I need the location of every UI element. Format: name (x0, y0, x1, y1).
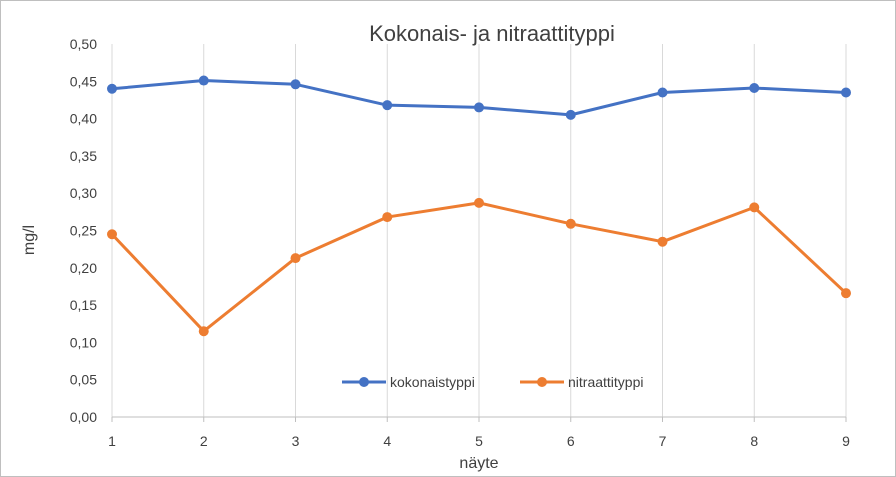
data-point-nitraattityppi (474, 197, 484, 208)
legend: kokonaistyppi nitraattityppi (342, 374, 643, 390)
data-point-kokonaistyppi (749, 83, 760, 94)
data-point-kokonaistyppi (474, 102, 484, 113)
x-tick-label: 1 (108, 433, 116, 449)
legend-label-kokonaistyppi: kokonaistyppi (390, 374, 475, 390)
data-point-nitraattityppi (749, 202, 760, 213)
x-tick-label: 8 (750, 433, 758, 449)
y-tick-label: 0,40 (70, 111, 97, 127)
chart-title: Kokonais- ja nitraattityppi (369, 21, 615, 46)
data-point-kokonaistyppi (290, 79, 301, 90)
x-tick-label: 6 (567, 433, 575, 449)
y-tick-label: 0,50 (70, 36, 97, 52)
data-point-nitraattityppi (841, 288, 851, 299)
data-point-kokonaistyppi (841, 87, 851, 98)
data-point-kokonaistyppi (657, 87, 668, 98)
data-point-nitraattityppi (290, 253, 301, 264)
y-tick-label: 0,15 (70, 297, 97, 313)
legend-swatch-marker (359, 377, 369, 387)
y-tick-label: 0,25 (70, 223, 97, 239)
y-tick-labels: 0,00 0,05 0,10 0,15 0,20 0,25 0,30 0,35 0,40 0,45… (70, 36, 97, 425)
data-point-kokonaistyppi (565, 109, 576, 120)
data-point-kokonaistyppi (198, 75, 209, 86)
x-tick-label: 3 (292, 433, 300, 449)
x-tick-label: 7 (659, 433, 667, 449)
data-point-nitraattityppi (657, 236, 668, 247)
x-tick-label: 5 (475, 433, 483, 449)
y-tick-label: 0,05 (70, 372, 97, 388)
data-point-nitraattityppi (107, 229, 117, 240)
data-point-kokonaistyppi (107, 83, 117, 94)
data-point-nitraattityppi (382, 212, 393, 223)
x-axis-label: näyte (459, 455, 498, 472)
y-tick-label: 0,35 (70, 148, 97, 164)
y-tick-label: 0,00 (70, 409, 97, 425)
data-point-nitraattityppi (198, 326, 209, 337)
legend-label-nitraattityppi: nitraattityppi (568, 374, 643, 390)
y-tick-label: 0,45 (70, 73, 97, 89)
x-tick-label: 2 (200, 433, 208, 449)
y-axis-label: mg/l (21, 225, 38, 255)
gridlines (111, 44, 847, 422)
x-tick-labels: 1 2 3 4 5 6 7 8 9 (108, 433, 850, 449)
x-tick-label: 9 (842, 433, 850, 449)
x-tick-label: 4 (383, 433, 391, 449)
y-tick-label: 0,20 (70, 260, 97, 276)
y-tick-label: 0,30 (70, 185, 97, 201)
legend-swatch-marker (537, 377, 547, 387)
series-group (107, 75, 851, 337)
data-point-kokonaistyppi (382, 100, 393, 111)
data-point-nitraattityppi (565, 218, 576, 229)
y-tick-label: 0,10 (70, 334, 97, 350)
